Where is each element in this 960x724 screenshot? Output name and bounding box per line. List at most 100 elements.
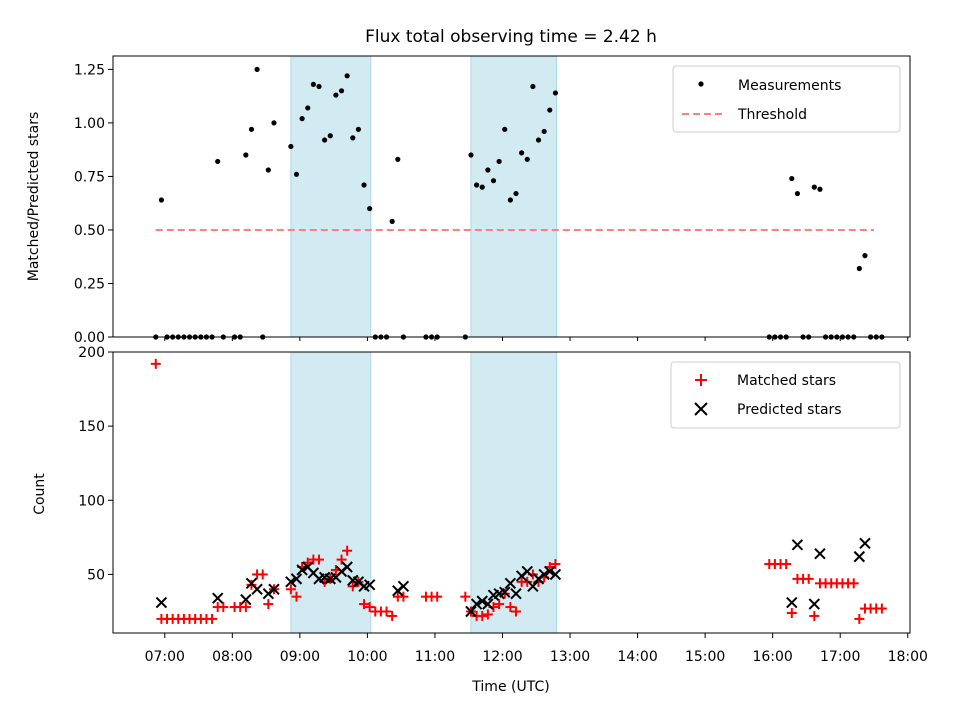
measurement-point	[254, 66, 260, 72]
top-y-axis-label: Matched/Predicted stars	[26, 112, 42, 282]
measurement-point	[507, 197, 513, 203]
measurement-point	[344, 73, 350, 79]
predicted-star-point	[786, 596, 798, 609]
matched-star-point	[848, 578, 859, 589]
matched-star-point	[240, 602, 251, 613]
measurement-point	[299, 116, 305, 122]
predicted-star-point	[465, 605, 477, 618]
measurement-point	[479, 184, 485, 190]
measurement-point	[310, 81, 316, 87]
xtick-label: 12:00	[482, 649, 522, 665]
top-ytick-label: 1.00	[74, 116, 105, 132]
predicted-star-point	[521, 565, 533, 578]
matched-star-point	[246, 579, 257, 590]
measurement-point	[496, 158, 502, 165]
predicted-star-point	[482, 598, 494, 610]
measurement-point	[271, 120, 277, 126]
matched-star-point	[876, 603, 887, 614]
predicted-star-point	[251, 583, 263, 595]
matched-star-point	[347, 581, 358, 592]
measurement-point	[350, 135, 356, 141]
predicted-star-point	[510, 587, 522, 600]
measurement-point	[794, 190, 801, 197]
measurement-point	[248, 126, 255, 132]
matched-star-point	[460, 591, 471, 602]
top-ytick-label: 0.50	[74, 223, 105, 239]
matched-star-point	[291, 591, 302, 602]
measurement-point	[158, 197, 165, 203]
matched-star-point	[314, 554, 325, 565]
predicted-star-point	[155, 596, 168, 609]
measurement-point	[395, 156, 401, 162]
bottom-ytick-label: 200	[78, 345, 105, 361]
matched-star-point	[207, 613, 218, 624]
x-axis-label: Time (UTC)	[471, 679, 549, 695]
measurement-point	[243, 152, 249, 158]
predicted-star-point	[527, 580, 539, 592]
xtick-label: 13:00	[550, 649, 590, 665]
legend-predicted-marker	[694, 402, 708, 416]
matched-star-point	[432, 591, 443, 602]
measurement-point	[485, 167, 491, 173]
matched-star-point	[854, 613, 865, 624]
predicted-star-point	[341, 561, 353, 573]
measurement-point	[817, 186, 823, 192]
measurement-point	[305, 105, 311, 111]
matched-star-point	[550, 559, 561, 570]
measurement-point	[547, 107, 553, 113]
predicted-star-point	[549, 568, 562, 581]
xtick-label: 14:00	[617, 649, 657, 665]
shaded-interval	[470, 55, 558, 338]
measurement-point	[541, 128, 547, 135]
bottom-plot-frame	[112, 351, 911, 634]
chart-title: Flux total observing time = 2.42 h	[365, 27, 657, 47]
measurement-point	[389, 218, 395, 224]
measurement-point	[293, 171, 300, 177]
bottom-legend: Matched stars Predicted stars	[670, 361, 901, 429]
predicted-star-point	[285, 576, 297, 588]
predicted-star-point	[476, 595, 488, 607]
predicted-star-point	[853, 550, 866, 563]
measurement-point	[535, 137, 542, 143]
measurement-point	[322, 137, 328, 143]
xtick-label: 10:00	[347, 649, 387, 665]
matched-star-point	[781, 559, 792, 570]
top-legend: Measurements Threshold	[672, 65, 901, 133]
matched-star-point	[505, 602, 516, 613]
measurement-point	[490, 178, 497, 184]
predicted-star-point	[268, 583, 280, 595]
predicted-star-point	[296, 564, 308, 576]
measurement-point	[474, 182, 480, 188]
top-ytick-label: 1.25	[74, 62, 105, 78]
measurement-point	[524, 156, 530, 162]
xtick-label: 17:00	[820, 649, 860, 665]
legend-threshold-label: Threshold	[737, 107, 807, 123]
matched-star-point	[285, 584, 296, 595]
matched-star-point	[511, 606, 522, 617]
matched-star-point	[398, 591, 409, 602]
legend-predicted-label: Predicted stars	[737, 402, 842, 418]
xtick-label: 16:00	[752, 649, 792, 665]
matched-star-point	[522, 576, 533, 587]
predicted-star-point	[363, 579, 376, 591]
measurement-point	[502, 126, 508, 132]
top-plot-frame	[112, 55, 911, 338]
predicted-star-point	[544, 565, 556, 578]
legend-measurements-label: Measurements	[738, 78, 841, 94]
measurement-point	[338, 88, 345, 94]
matched-star-point	[809, 610, 820, 621]
xtick-label: 07:00	[145, 649, 185, 665]
xtick-label: 08:00	[212, 649, 252, 665]
measurement-point	[552, 90, 559, 96]
xtick-label: 11:00	[415, 649, 455, 665]
matched-star-point	[499, 588, 510, 599]
predicted-star-point	[499, 586, 511, 598]
predicted-star-point	[791, 539, 804, 551]
bottom-y-axis-label: Count	[32, 473, 48, 515]
matched-star-point	[263, 599, 274, 610]
measurement-point	[468, 152, 474, 158]
top-ytick-label: 0.75	[74, 169, 105, 185]
matched-star-point	[336, 554, 347, 565]
measurement-point	[355, 126, 362, 132]
